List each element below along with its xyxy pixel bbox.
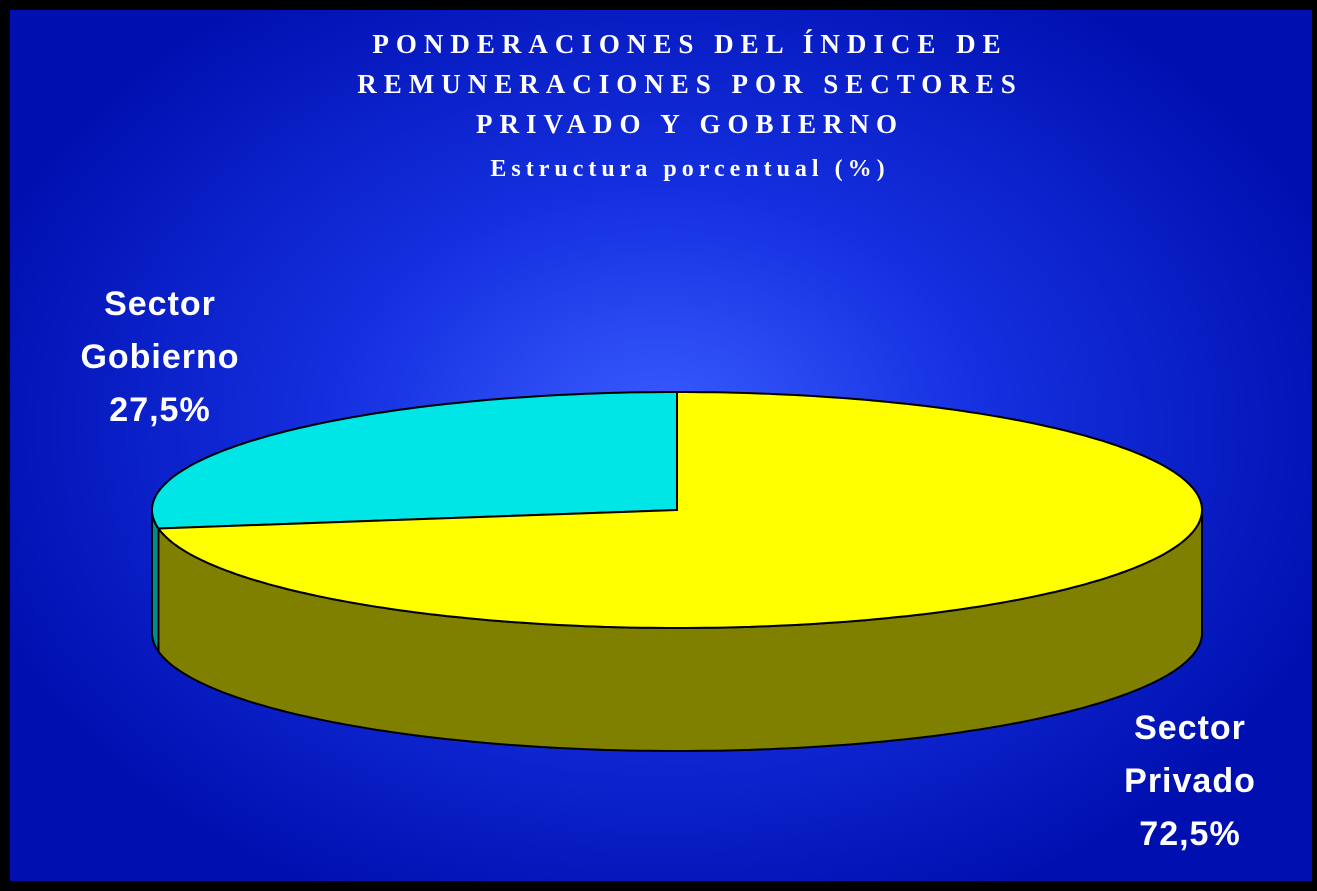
category-label: Sector Privado [1124,709,1256,800]
chart-subtitle: Estructura porcentual (%) [490,156,890,182]
slice [150,391,678,530]
value-label: 27,5% [109,391,211,429]
value-label: 72,5% [1139,815,1241,853]
slice [156,391,1204,629]
slice-label: Sector Gobierno 27,5% [60,278,260,437]
slice-label: Sector Privado 72,5% [1090,702,1290,861]
category-label: Sector Gobierno [80,285,240,376]
chart-title: PONDERACIONES DEL ÍNDICE DE REMUNERACION… [357,29,1023,139]
chart: PONDERACIONES DEL ÍNDICE DE REMUNERACION… [10,10,1312,881]
pie [150,391,1204,752]
